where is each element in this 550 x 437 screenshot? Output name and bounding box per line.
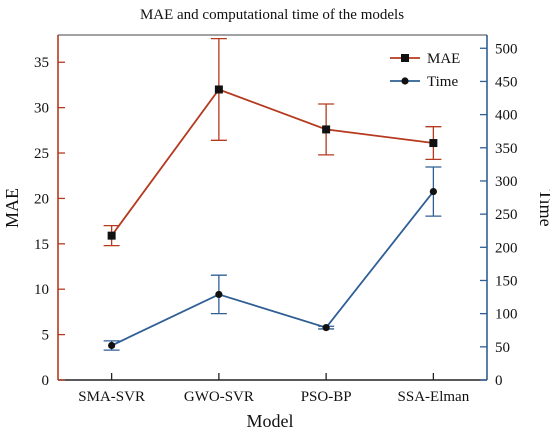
x-tick-label: GWO-SVR: [184, 389, 254, 405]
x-axis-label: Model: [247, 411, 294, 431]
series-line-mae: [110, 88, 434, 237]
right-y-tick-label: 150: [495, 273, 518, 289]
right-y-tick-label: 100: [495, 307, 518, 323]
right-y-axis-label: Time: [536, 189, 550, 226]
legend: MAE Time: [390, 51, 460, 90]
x-tick-label: SMA-SVR: [78, 389, 145, 405]
data-point: [429, 187, 437, 196]
left-y-tick-label: 10: [34, 282, 49, 298]
left-y-tick-label: 15: [34, 237, 49, 253]
left-y-tick-label: 5: [42, 328, 50, 344]
data-point: [108, 341, 116, 350]
left-y-tick-label: 35: [34, 55, 49, 71]
right-y-tick-label: 400: [495, 108, 518, 124]
data-point: [215, 290, 223, 299]
chart-title: MAE and computational time of the models: [140, 7, 404, 23]
data-point: [429, 139, 438, 148]
x-tick-label: SSA-Elman: [398, 389, 470, 405]
left-y-tick-label: 20: [34, 191, 49, 207]
series-mae: [103, 37, 442, 247]
series-time: [103, 166, 442, 351]
data-point: [322, 323, 330, 332]
right-y-tick-label: 50: [495, 340, 510, 356]
data-point: [107, 231, 116, 240]
left-y-tick-label: 0: [42, 373, 50, 389]
series-line-time: [111, 191, 435, 347]
legend-marker: [401, 77, 409, 85]
legend-label: Time: [427, 74, 458, 90]
right-y-tick-label: 200: [495, 240, 518, 256]
right-y-tick-label: 300: [495, 174, 518, 190]
data-point: [214, 85, 223, 94]
data-point: [322, 125, 331, 134]
legend-marker: [401, 54, 409, 62]
right-y-tick-label: 250: [495, 207, 518, 223]
right-y-tick-label: 450: [495, 74, 518, 90]
plot-layer: 0510152025303505010015020025030035040045…: [34, 34, 518, 405]
right-y-tick-label: 350: [495, 141, 518, 157]
legend-label: MAE: [427, 51, 460, 67]
left-y-tick-label: 30: [34, 101, 49, 117]
x-tick-label: PSO-BP: [301, 389, 352, 405]
left-y-axis-label: MAE: [2, 188, 22, 228]
right-y-tick-label: 500: [495, 41, 518, 57]
right-y-tick-label: 0: [495, 373, 503, 389]
left-y-tick-label: 25: [34, 146, 49, 162]
